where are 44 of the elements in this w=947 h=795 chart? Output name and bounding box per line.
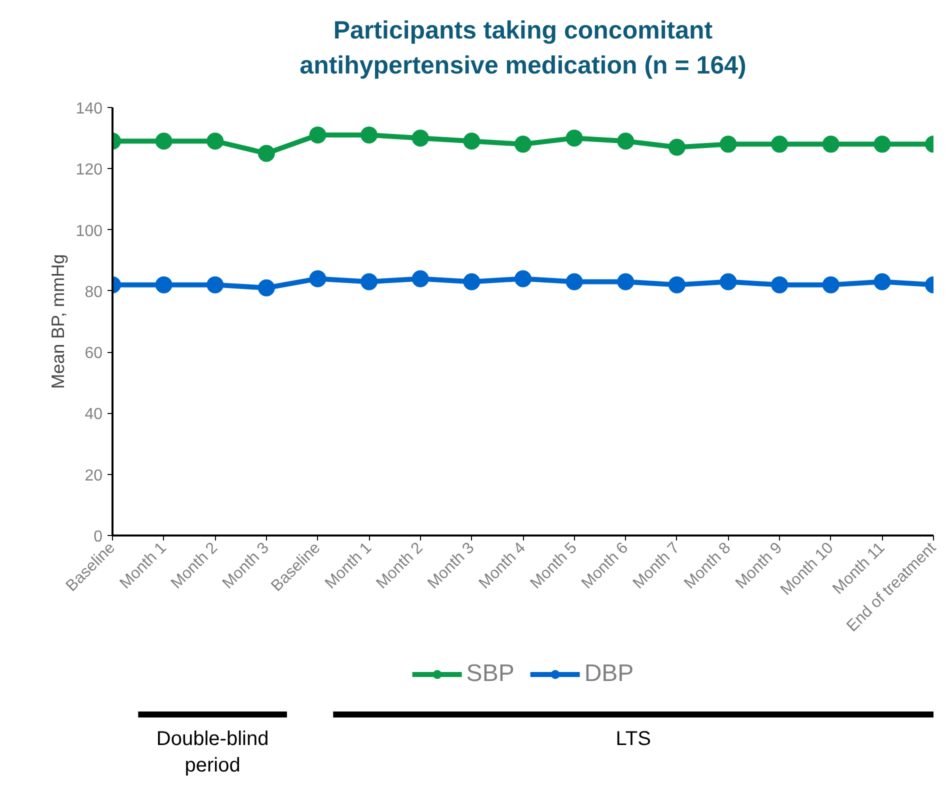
y-tick-label: 60: [84, 345, 103, 362]
point: [617, 273, 634, 290]
point: [360, 126, 378, 144]
point: [720, 136, 737, 153]
y-tick-label: 0: [94, 528, 103, 546]
point: [206, 276, 224, 294]
point: [206, 132, 224, 150]
point: [514, 136, 532, 153]
point: [412, 270, 429, 288]
point: [360, 273, 378, 290]
text: Double-blind period: [156, 728, 269, 776]
point: [463, 273, 480, 290]
point: [566, 273, 583, 290]
point: [720, 273, 737, 290]
y-tick-label: 40: [84, 406, 103, 424]
point: [771, 136, 788, 153]
y-tick-label: 20: [84, 467, 103, 484]
point: [822, 276, 840, 294]
point: [155, 132, 172, 150]
y-tick-label: 140: [76, 100, 103, 118]
y-tick-label: 100: [76, 222, 103, 240]
point: [822, 136, 840, 153]
point: [771, 276, 788, 294]
y-axis-title: Mean BP, mmHg: [48, 254, 68, 389]
point: [258, 144, 275, 162]
chart-title: Participants taking concomitant antihypertensive medication (n = 164): [300, 16, 746, 80]
point: [668, 276, 686, 294]
y-tick-label: 120: [76, 162, 103, 179]
point: [514, 270, 532, 288]
point: [155, 276, 172, 294]
y-tick-label: 80: [84, 284, 103, 301]
legend-label: DBP: [584, 660, 634, 688]
point: [309, 126, 326, 144]
point: [668, 138, 686, 156]
point: [309, 270, 326, 288]
point: [463, 132, 480, 150]
point: [412, 130, 429, 147]
point: [566, 130, 583, 147]
legend-label: SBP: [466, 660, 514, 688]
point: [617, 132, 634, 150]
point: [258, 279, 275, 296]
point: [874, 136, 891, 153]
text: LTS: [616, 728, 651, 750]
point: [874, 273, 891, 290]
